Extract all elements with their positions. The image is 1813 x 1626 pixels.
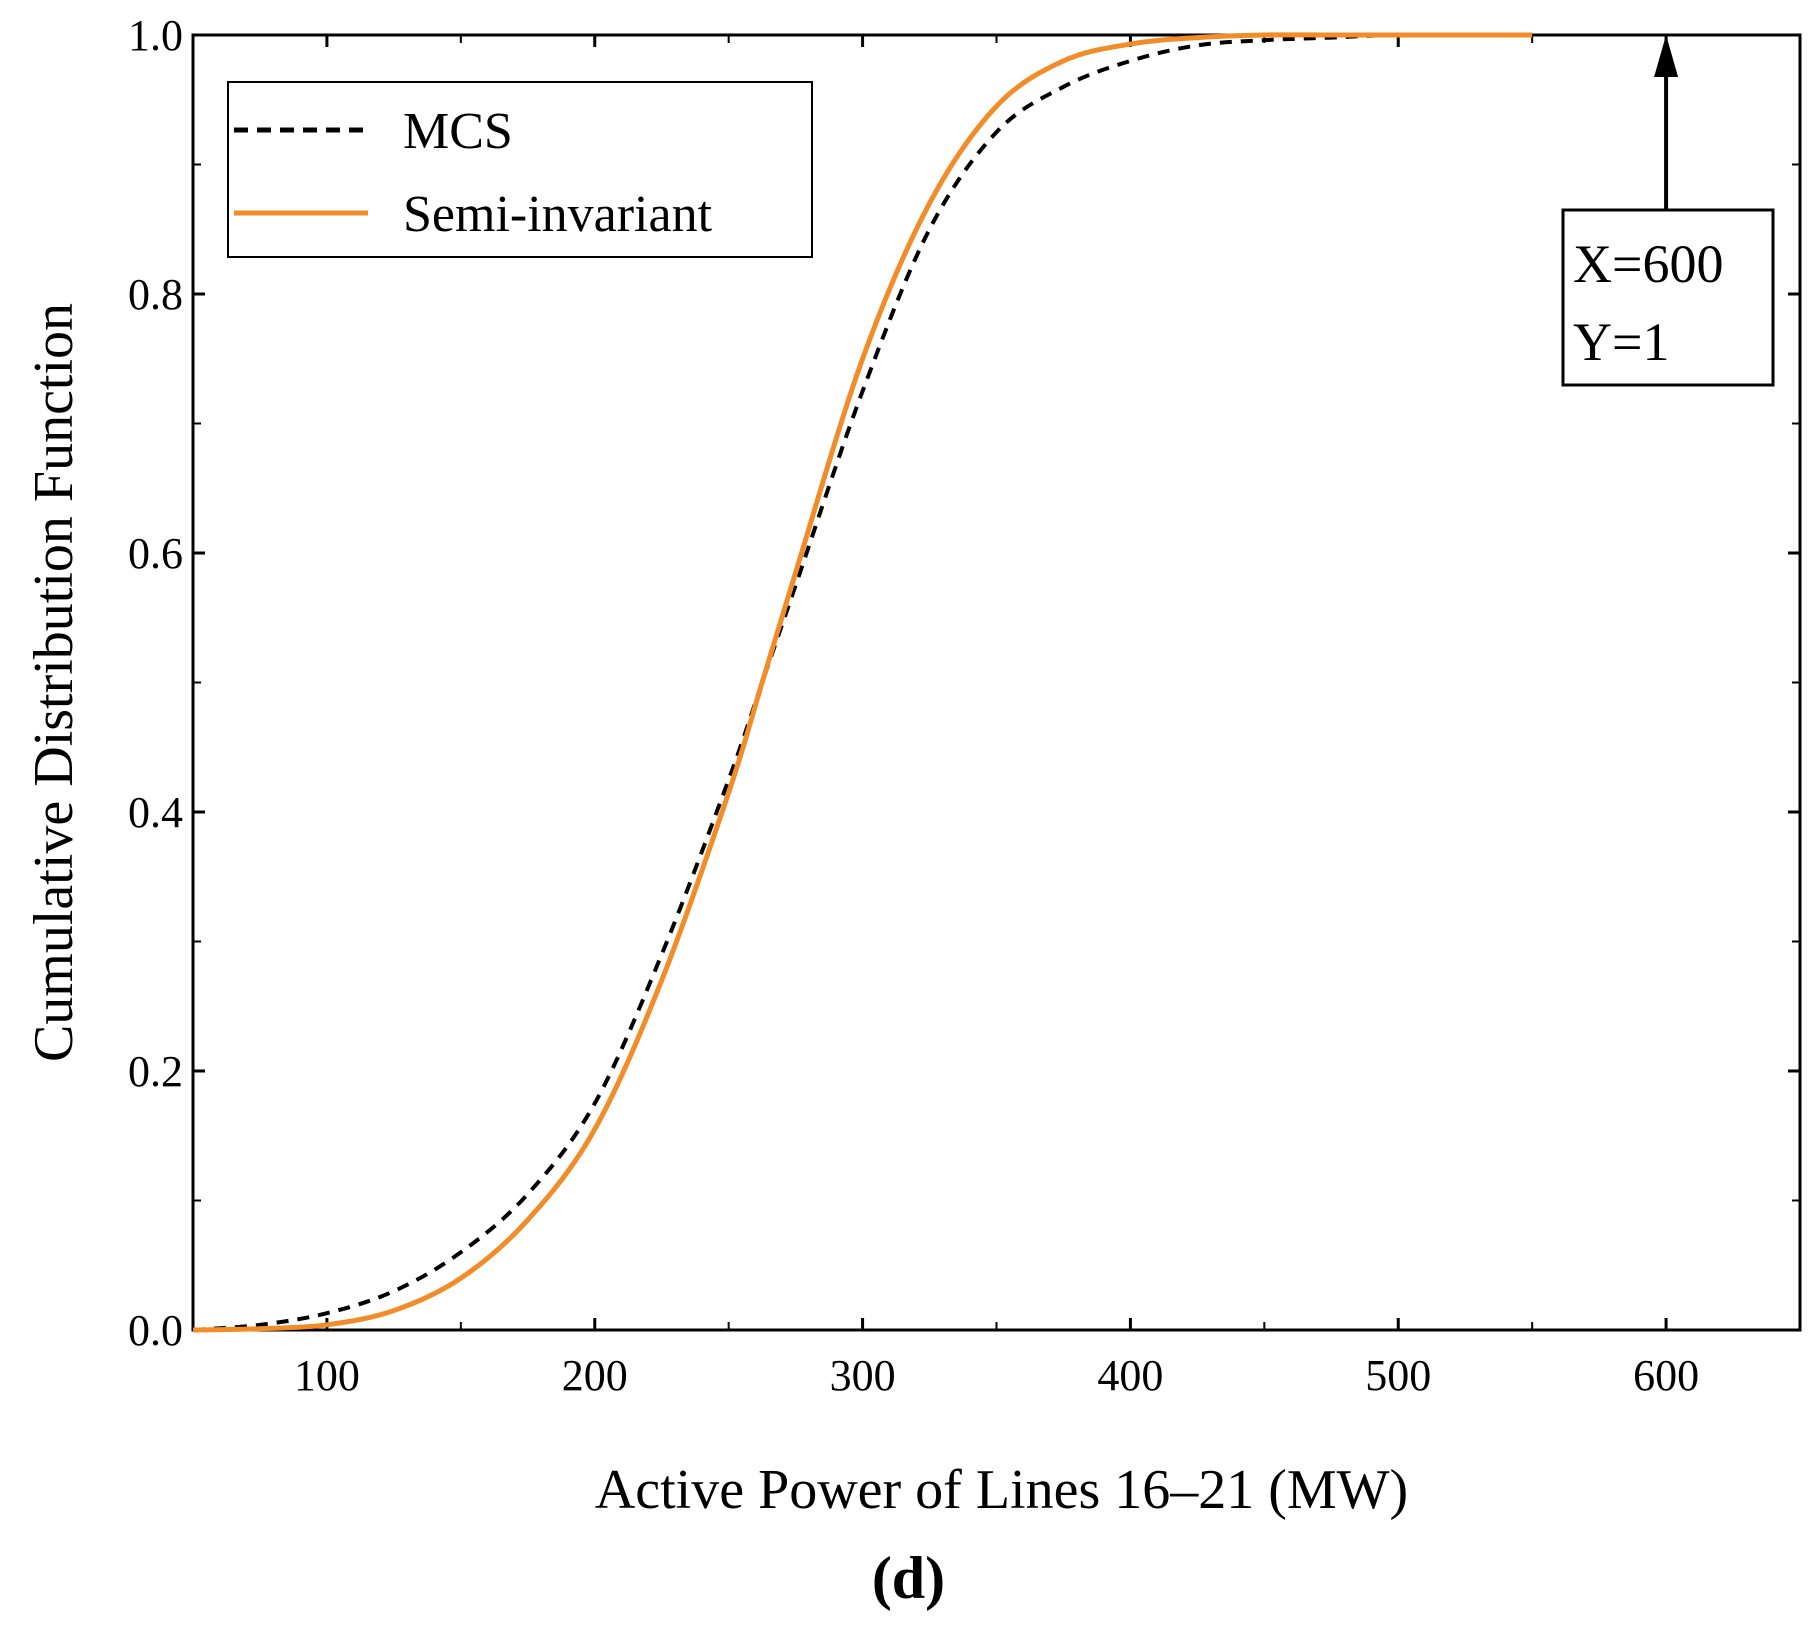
x-tick-label: 200 <box>562 1351 628 1400</box>
annotation-y-value: Y=1 <box>1573 312 1669 372</box>
series-line-semi-invariant <box>193 32 1533 1333</box>
y-tick-label: 0.8 <box>128 270 183 319</box>
x-tick-label: 400 <box>1097 1351 1163 1400</box>
y-tick-label: 0.0 <box>128 1306 183 1355</box>
x-tick-label: 500 <box>1365 1351 1431 1400</box>
y-tick-label: 1.0 <box>128 11 183 60</box>
series-line-mcs <box>193 32 1533 1332</box>
annotation-box <box>1561 208 1775 387</box>
series-layer <box>193 32 1533 1333</box>
y-tick-label: 0.6 <box>128 529 183 578</box>
x-tick-label: 600 <box>1633 1351 1699 1400</box>
y-axis-ticks: 0.0 0.2 0.4 0.6 0.8 1.0 <box>128 11 1800 1355</box>
y-axis-title: Cumulative Distribution Function <box>23 303 85 1062</box>
legend-box <box>227 81 813 258</box>
annotation: X=600 Y=1 <box>1561 35 1775 387</box>
legend-label-mcs: MCS <box>403 103 513 160</box>
x-axis-ticks: 100 200 300 400 500 600 <box>192 35 1801 1400</box>
y-tick-label: 0.4 <box>128 788 183 837</box>
annotation-arrowhead <box>1654 35 1679 77</box>
x-axis-title: Active Power of Lines 16–21 (MW) <box>595 1459 1408 1521</box>
annotation-x-value: X=600 <box>1573 234 1723 294</box>
y-tick-label: 0.2 <box>128 1047 183 1096</box>
panel-label: (d) <box>872 1545 945 1611</box>
x-tick-label: 300 <box>830 1351 896 1400</box>
legend: MCS Semi-invariant <box>227 81 813 258</box>
x-tick-label: 100 <box>294 1351 360 1400</box>
legend-label-semi-invariant: Semi-invariant <box>403 186 713 243</box>
